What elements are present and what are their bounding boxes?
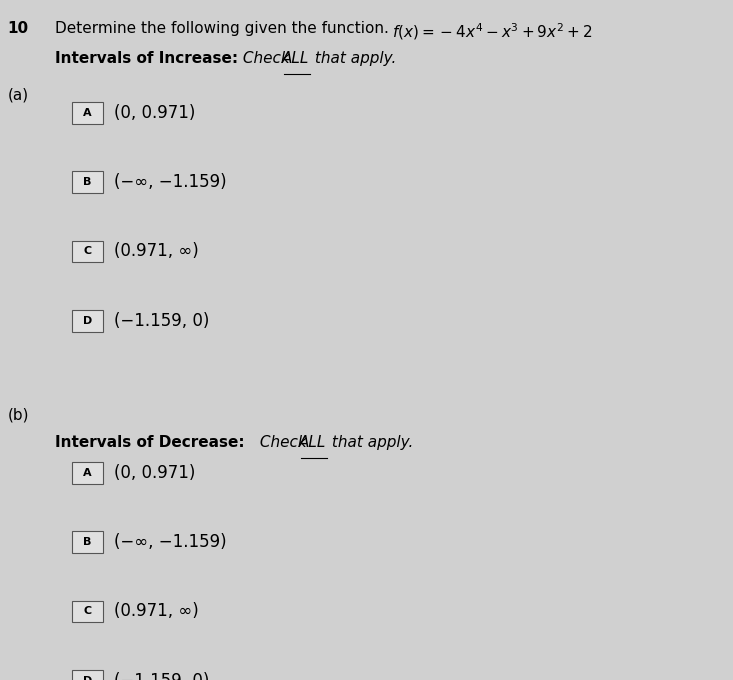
Text: (0, 0.971): (0, 0.971) xyxy=(114,104,195,122)
Text: (−∞, −1.159): (−∞, −1.159) xyxy=(114,533,226,551)
Text: A: A xyxy=(83,107,92,118)
Text: A: A xyxy=(83,468,92,478)
Text: D: D xyxy=(83,316,92,326)
Text: ALL: ALL xyxy=(299,435,326,450)
FancyBboxPatch shape xyxy=(72,171,103,193)
Text: B: B xyxy=(83,177,92,187)
Text: that apply.: that apply. xyxy=(327,435,413,450)
Text: Check: Check xyxy=(255,435,312,450)
FancyBboxPatch shape xyxy=(72,600,103,622)
Text: D: D xyxy=(83,676,92,680)
Text: B: B xyxy=(83,537,92,547)
Text: (0.971, ∞): (0.971, ∞) xyxy=(114,243,199,260)
Text: ALL: ALL xyxy=(282,51,309,66)
Text: (a): (a) xyxy=(7,88,29,103)
Text: (−1.159, 0): (−1.159, 0) xyxy=(114,672,209,680)
FancyBboxPatch shape xyxy=(72,102,103,124)
Text: (−∞, −1.159): (−∞, −1.159) xyxy=(114,173,226,191)
FancyBboxPatch shape xyxy=(72,310,103,332)
Text: (0, 0.971): (0, 0.971) xyxy=(114,464,195,481)
Text: $f(x) = -4x^4 - x^3 + 9x^2 + 2$: $f(x) = -4x^4 - x^3 + 9x^2 + 2$ xyxy=(392,21,592,41)
Text: 10: 10 xyxy=(7,21,29,36)
FancyBboxPatch shape xyxy=(72,241,103,262)
Text: Intervals of Decrease:: Intervals of Decrease: xyxy=(55,435,245,450)
Text: C: C xyxy=(83,246,92,256)
FancyBboxPatch shape xyxy=(72,531,103,553)
Text: Check: Check xyxy=(238,51,295,66)
Text: that apply.: that apply. xyxy=(310,51,397,66)
FancyBboxPatch shape xyxy=(72,670,103,680)
Text: (−1.159, 0): (−1.159, 0) xyxy=(114,312,209,330)
Text: (0.971, ∞): (0.971, ∞) xyxy=(114,602,199,620)
FancyBboxPatch shape xyxy=(72,462,103,483)
Text: Determine the following given the function.: Determine the following given the functi… xyxy=(55,21,388,36)
Text: C: C xyxy=(83,607,92,617)
Text: Intervals of Increase:: Intervals of Increase: xyxy=(55,51,238,66)
Text: (b): (b) xyxy=(7,407,29,422)
